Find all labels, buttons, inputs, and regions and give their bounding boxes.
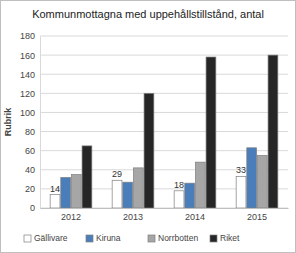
bar (144, 93, 154, 208)
bar (268, 55, 278, 208)
legend-item: Riket (210, 233, 240, 243)
legend-label: Kiruna (96, 233, 121, 243)
y-tick: 20 (25, 184, 40, 194)
y-tick-label: 40 (25, 165, 35, 175)
y-tick-label: 0 (30, 203, 35, 213)
title: Kommunmottagna med uppehållstillstånd, a… (32, 8, 264, 20)
bar (61, 177, 71, 208)
x-tick-label: 2015 (247, 212, 267, 222)
bar (247, 148, 257, 208)
legend-swatch (210, 235, 217, 242)
bar (195, 162, 205, 208)
x-axis: 2012 2013 2014 2015 (41, 208, 289, 222)
data-label: 18 (174, 180, 184, 190)
legend-label: Riket (220, 233, 240, 243)
grid-line (40, 112, 288, 113)
legend-label: Gällivare (34, 233, 68, 243)
grid-line (40, 74, 288, 75)
data-labels: 14 29 18 33 (50, 165, 246, 193)
legend-item: Gällivare (24, 233, 68, 243)
y-axis-title: Rubrik (3, 107, 13, 136)
y-tick: 120 (20, 89, 40, 99)
bar (82, 146, 92, 208)
bar (257, 155, 267, 208)
y-tick: 140 (20, 70, 40, 80)
y-tick-label: 180 (20, 31, 35, 41)
y-tick-label: 160 (20, 50, 35, 60)
grid (40, 36, 288, 208)
x-tick: 2015 (247, 208, 267, 222)
bar (185, 183, 195, 208)
bar (174, 191, 184, 208)
grid-line (40, 36, 288, 37)
x-tick: 2012 (61, 208, 81, 222)
legend-item: Kiruna (86, 233, 121, 243)
y-tick: 180 (20, 31, 40, 41)
y-axis-line (40, 37, 41, 209)
legend: Gällivare Kiruna Norrbotten Riket (24, 233, 240, 243)
chart-frame (1, 1, 296, 253)
x-tick-label: 2012 (61, 212, 81, 222)
legend-label: Norrbotten (158, 233, 198, 243)
x-tick: 2014 (185, 208, 205, 222)
x-tick-label: 2014 (185, 212, 205, 222)
y-tick: 40 (25, 165, 40, 175)
x-axis-line (41, 208, 289, 209)
data-label: 33 (236, 165, 246, 175)
data-label: 14 (50, 184, 60, 194)
legend-swatch (148, 235, 155, 242)
bar (206, 57, 216, 208)
bar (236, 176, 246, 208)
y-tick-label: 100 (20, 108, 35, 118)
plot: 0 20 40 60 80 100 120 140 160 180 2012 2013 2014 2015… (20, 31, 289, 222)
y-tick: 100 (20, 108, 40, 118)
bar (71, 175, 81, 208)
x-tick: 2013 (123, 208, 143, 222)
y-axis: 0 20 40 60 80 100 120 140 160 180 (20, 31, 41, 213)
bar (112, 180, 122, 208)
grid-line (40, 93, 288, 94)
bar (123, 182, 133, 208)
y-tick: 0 (30, 203, 40, 213)
y-tick-label: 20 (25, 184, 35, 194)
bars (50, 55, 278, 208)
y-tick: 80 (25, 127, 40, 137)
y-tick: 60 (25, 146, 40, 156)
legend-swatch (86, 235, 93, 242)
y-tick-label: 60 (25, 146, 35, 156)
bar (133, 168, 143, 208)
grid-line (40, 55, 288, 56)
chart: Kommunmottagna med uppehållstillstånd, a… (0, 0, 296, 253)
y-tick-label: 140 (20, 70, 35, 80)
y-tick-label: 120 (20, 89, 35, 99)
legend-swatch (24, 235, 31, 242)
y-tick-label: 80 (25, 127, 35, 137)
bar (50, 195, 60, 208)
x-tick-label: 2013 (123, 212, 143, 222)
grid-line (40, 131, 288, 132)
y-tick: 160 (20, 50, 40, 60)
data-label: 29 (112, 169, 122, 179)
legend-item: Norrbotten (148, 233, 198, 243)
